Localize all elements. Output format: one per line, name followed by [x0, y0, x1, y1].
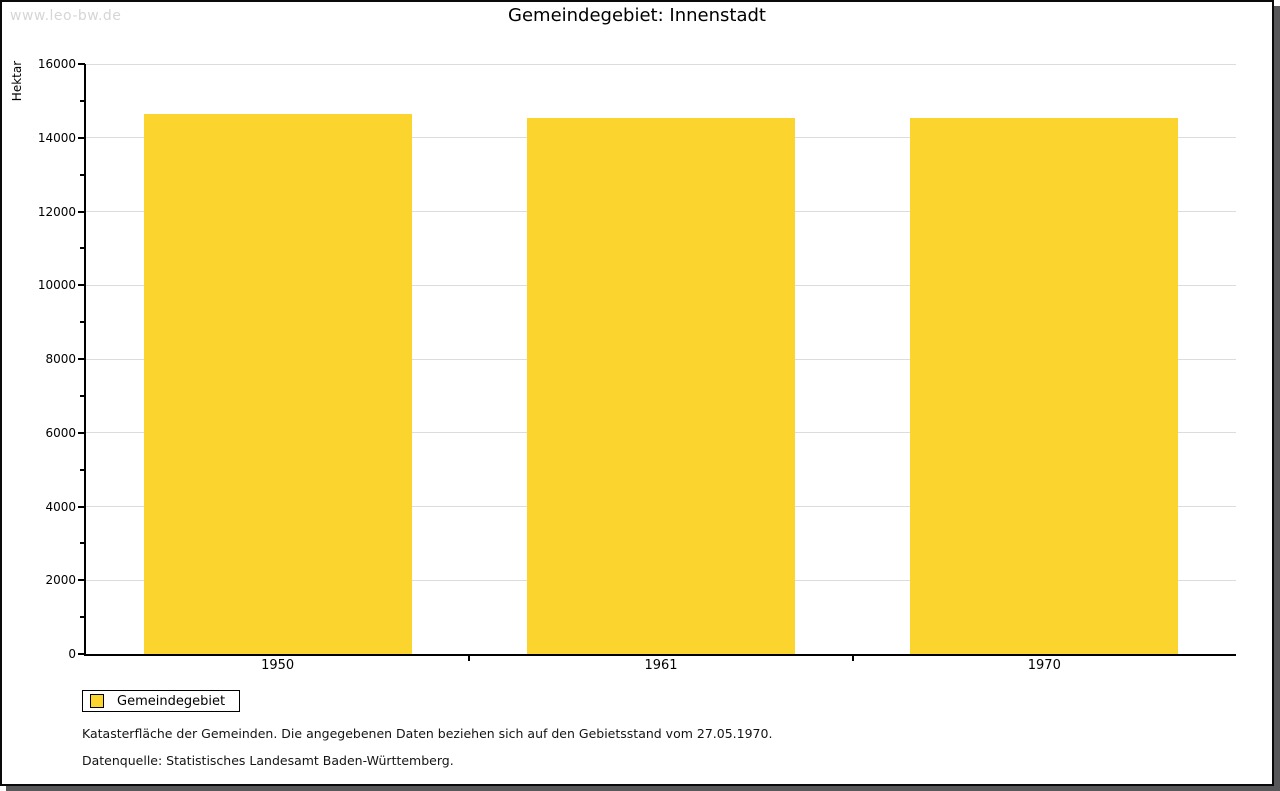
- y-axis-major-tick: [78, 579, 85, 582]
- x-axis-tick-label: 1961: [644, 658, 678, 673]
- y-axis-major-tick: [78, 653, 85, 655]
- chart-title: Gemeindegebiet: Innenstadt: [508, 5, 766, 26]
- bar-1961: [527, 117, 795, 654]
- y-axis-tick-label: 6000: [45, 425, 76, 440]
- plot-area: [84, 63, 1236, 656]
- y-axis-minor-tick: [80, 394, 85, 397]
- y-axis-minor-tick: [80, 247, 85, 250]
- footnote-description: Katasterfläche der Gemeinden. Die angege…: [82, 726, 773, 741]
- y-axis-minor-tick: [80, 321, 85, 324]
- y-axis-tick-label: 12000: [37, 204, 76, 219]
- y-axis-major-tick: [78, 63, 85, 65]
- y-axis-minor-tick: [80, 99, 85, 102]
- y-axis-minor-tick: [80, 468, 85, 471]
- x-axis-tick: [468, 656, 471, 661]
- legend: Gemeindegebiet: [82, 690, 241, 712]
- y-axis-tick-label: 4000: [45, 499, 76, 514]
- legend-label: Gemeindegebiet: [117, 693, 226, 709]
- y-axis-tick-label: 16000: [37, 57, 76, 71]
- y-axis-minor-tick: [80, 542, 85, 545]
- y-axis-major-tick: [78, 505, 85, 508]
- bar-1950: [144, 113, 412, 654]
- y-axis-major-tick: [78, 210, 85, 213]
- y-axis-major-tick: [78, 358, 85, 360]
- y-axis-minor-tick: [80, 173, 85, 176]
- x-axis-tick-label: 1950: [261, 658, 295, 673]
- bar-1970: [910, 117, 1178, 654]
- y-axis-tick-label: 0: [68, 647, 76, 661]
- legend-swatch-icon: [90, 694, 104, 708]
- x-axis-tick-label: 1970: [1027, 658, 1061, 673]
- y-axis-minor-tick: [80, 616, 85, 619]
- y-axis-tick-label: 10000: [37, 278, 76, 293]
- watermark: www.leo-bw.de: [10, 8, 122, 24]
- y-axis-tick-label: 14000: [37, 130, 76, 145]
- y-axis-tick-label: 8000: [45, 352, 76, 366]
- footnote-source: Datenquelle: Statistisches Landesamt Bad…: [82, 753, 454, 768]
- y-axis-tick-label: 2000: [45, 573, 76, 588]
- y-axis-major-tick: [78, 284, 85, 287]
- y-axis-major-tick: [78, 136, 85, 139]
- x-axis-tick: [851, 656, 854, 661]
- gridline: [86, 63, 1236, 65]
- y-axis-major-tick: [78, 431, 85, 434]
